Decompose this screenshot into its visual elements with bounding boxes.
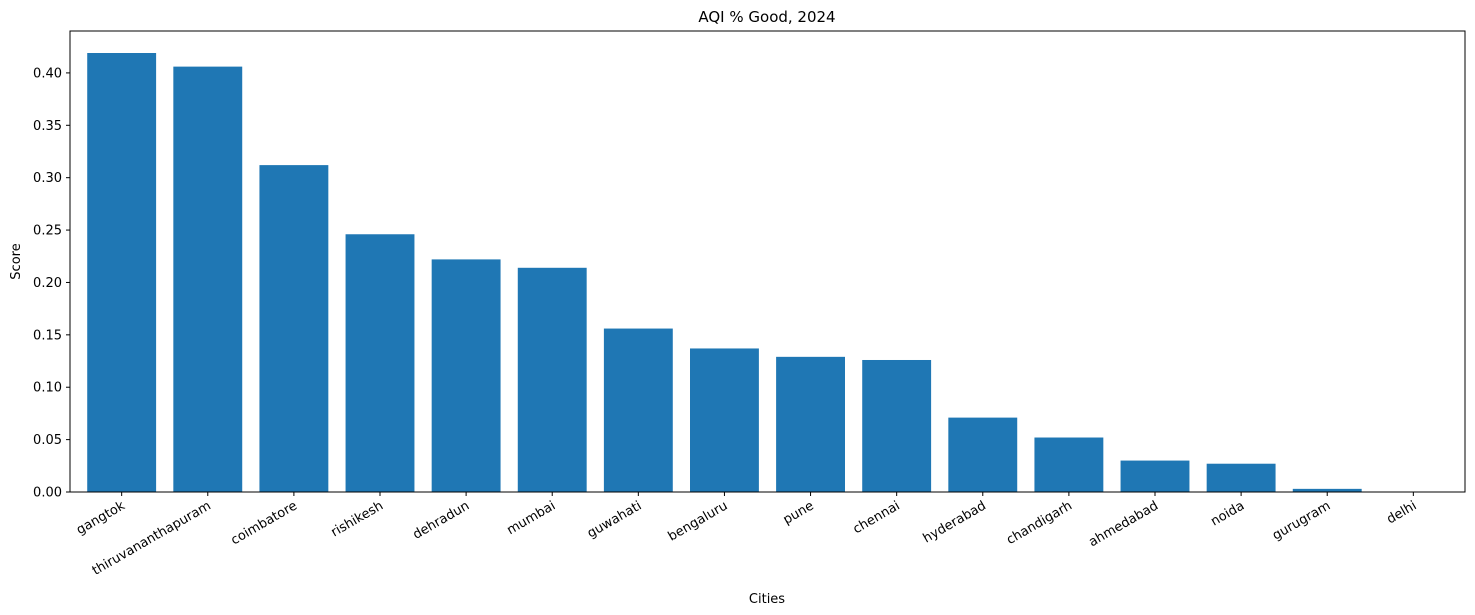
y-tick-label: 0.35	[33, 119, 62, 134]
bar-bengaluru	[690, 348, 759, 492]
y-axis-label: Score	[9, 243, 24, 279]
x-tick-label: bengaluru	[666, 498, 731, 544]
x-tick-label: dehradun	[410, 498, 472, 542]
x-tick-label: noida	[1208, 498, 1247, 529]
bar-rishikesh	[345, 234, 415, 492]
bar-gangtok	[87, 53, 157, 492]
y-tick-label: 0.40	[33, 66, 62, 81]
x-tick-label: coimbatore	[229, 498, 300, 548]
x-tick-label: gurugram	[1270, 498, 1333, 543]
y-tick-label: 0.15	[33, 328, 62, 343]
x-tick-label: hyderabad	[921, 498, 989, 546]
bar-mumbai	[517, 267, 587, 492]
y-tick-label: 0.20	[33, 276, 62, 291]
x-tick-label: delhi	[1384, 498, 1419, 527]
y-tick-label: 0.30	[33, 171, 62, 186]
x-tick-label: chennai	[851, 498, 903, 537]
bar-ahmedabad	[1120, 460, 1190, 492]
x-tick-label: gangtok	[74, 498, 128, 538]
x-tick-label: guwahati	[585, 498, 644, 541]
bar-thiruvananthapuram	[173, 66, 243, 493]
y-tick-label: 0.00	[33, 486, 62, 501]
bar-pune	[776, 356, 845, 492]
x-tick-label: ahmedabad	[1086, 498, 1161, 550]
bar-chennai	[862, 359, 932, 492]
bar-gurugram	[1292, 488, 1362, 492]
bar-dehradun	[431, 259, 501, 492]
plot-frame	[69, 30, 1466, 493]
x-axis-label: Cities	[749, 592, 785, 607]
y-tick-label: 0.10	[33, 381, 62, 396]
bar-noida	[1206, 463, 1276, 492]
chart-title: AQI % Good, 2024	[698, 8, 835, 26]
y-axis-ticks: 0.00 0.05 0.10 0.15 0.20 0.25 0.30 0.35 0.40	[33, 66, 70, 501]
bars-group	[87, 53, 1362, 493]
x-tick-label: rishikesh	[329, 498, 386, 540]
bar-hyderabad	[948, 417, 1018, 492]
bar-guwahati	[603, 328, 673, 492]
x-tick-label: pune	[781, 498, 817, 527]
x-tick-label: chandigarh	[1004, 498, 1075, 548]
bar-coimbatore	[259, 165, 329, 493]
bar-chandigarh	[1034, 437, 1104, 492]
y-tick-label: 0.25	[33, 224, 62, 239]
x-tick-label: mumbai	[504, 498, 558, 538]
y-tick-label: 0.05	[33, 433, 62, 448]
